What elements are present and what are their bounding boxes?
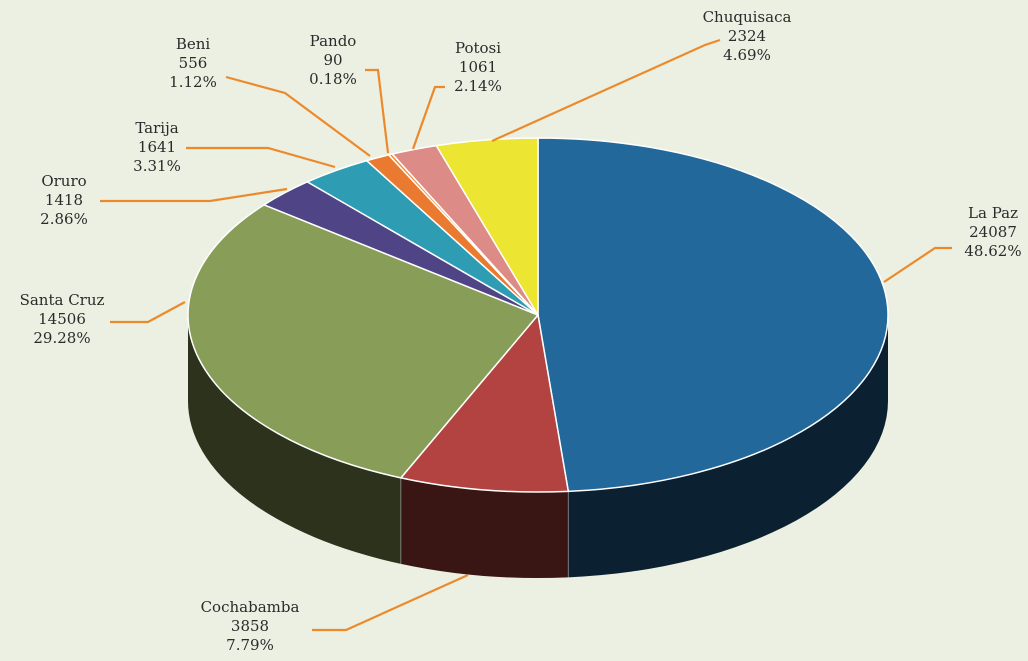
label-value-la-paz: 24087 xyxy=(969,223,1017,241)
label-percent-pando: 0.18% xyxy=(309,70,357,88)
label-name-beni: Beni xyxy=(176,35,211,53)
slice-la-paz xyxy=(537,137,889,493)
label-name-la-paz: La Paz xyxy=(968,204,1018,222)
label-value-oruro: 1418 xyxy=(45,191,83,209)
label-value-santa-cruz: 14506 xyxy=(38,310,86,328)
label-name-tarija: Tarija xyxy=(135,119,178,137)
leader-santa-cruz xyxy=(110,301,186,324)
label-value-potosi: 1061 xyxy=(459,58,497,76)
leader-oruro xyxy=(100,187,288,203)
label-value-cochabamba: 3858 xyxy=(231,617,269,635)
label-name-pando: Pando xyxy=(310,32,357,50)
label-value-pando: 90 xyxy=(323,51,342,69)
label-name-santa-cruz: Santa Cruz xyxy=(20,291,105,309)
label-name-potosi: Potosi xyxy=(455,39,501,57)
leader-cochabamba xyxy=(312,573,469,632)
leader-lines xyxy=(100,38,952,632)
label-percent-cochabamba: 7.79% xyxy=(226,636,274,654)
side-santa-cruz xyxy=(188,315,401,564)
label-name-cochabamba: Cochabamba xyxy=(201,598,300,616)
label-value-beni: 556 xyxy=(179,54,208,72)
pie-slices xyxy=(187,137,889,493)
side-la-paz xyxy=(568,315,888,578)
label-name-chuquisaca: Chuquisaca xyxy=(703,8,792,26)
slice-cochabamba xyxy=(400,314,570,493)
leader-potosi xyxy=(411,85,445,150)
label-percent-santa-cruz: 29.28% xyxy=(33,329,90,347)
label-value-tarija: 1641 xyxy=(138,138,176,156)
leader-pando xyxy=(365,68,390,154)
label-percent-beni: 1.12% xyxy=(169,73,217,91)
label-percent-potosi: 2.14% xyxy=(454,77,502,95)
pie-sides xyxy=(188,315,888,578)
slice-santa-cruz xyxy=(187,204,539,479)
leader-tarija xyxy=(186,146,336,169)
label-percent-chuquisaca: 4.69% xyxy=(723,46,771,64)
leader-beni xyxy=(225,75,371,157)
label-value-chuquisaca: 2324 xyxy=(728,27,766,45)
label-percent-tarija: 3.31% xyxy=(133,157,181,175)
label-name-oruro: Oruro xyxy=(41,172,86,190)
side-cochabamba xyxy=(400,477,569,578)
leader-chuquisaca xyxy=(491,38,721,143)
slice-chuquisaca xyxy=(435,137,539,316)
label-percent-oruro: 2.86% xyxy=(40,210,88,228)
label-percent-la-paz: 48.62% xyxy=(964,242,1021,260)
leader-la-paz xyxy=(883,246,952,283)
